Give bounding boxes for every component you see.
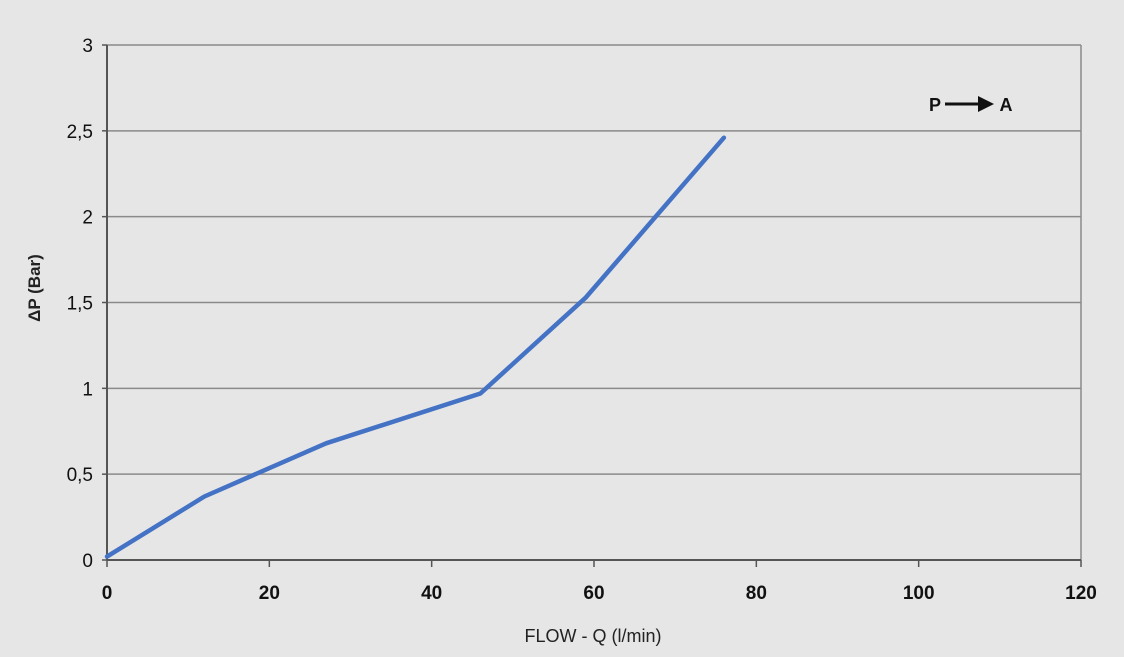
- y-tick-label: 2: [82, 208, 93, 229]
- y-tick-label: 0: [82, 551, 93, 572]
- y-tick-label: 1,5: [67, 294, 93, 315]
- x-tick-label: 60: [583, 583, 604, 604]
- right-arrow-icon: [945, 96, 994, 112]
- x-tick-labels: 0 20 40 60 80 100 120: [102, 583, 1097, 604]
- x-tick-label: 120: [1065, 583, 1097, 604]
- y-tick-label: 3: [82, 36, 93, 57]
- x-tick-label: 0: [102, 583, 113, 604]
- x-tick-label: 80: [746, 583, 767, 604]
- gridlines: [107, 44, 1081, 475]
- plot-background: [20, 18, 1104, 640]
- x-tick-label: 40: [421, 583, 442, 604]
- axes: [102, 44, 1082, 567]
- x-axis-label: FLOW - Q (l/min): [525, 626, 662, 646]
- y-tick-label: 2,5: [67, 122, 93, 143]
- annotation-to-label: A: [1000, 95, 1013, 115]
- y-tick-label: 0,5: [67, 465, 93, 486]
- y-tick-labels: 0 0,5 1 1,5 2 2,5 3: [67, 36, 93, 572]
- annotation-from-label: P: [929, 95, 941, 115]
- y-tick-label: 1: [82, 379, 93, 400]
- flow-direction-annotation: P A: [929, 95, 1013, 115]
- y-axis-label: ΔP (Bar): [25, 254, 44, 322]
- series-layer: [104, 135, 727, 559]
- x-tick-label: 20: [259, 583, 280, 604]
- series-line: [104, 135, 727, 559]
- x-tick-label: 100: [903, 583, 935, 604]
